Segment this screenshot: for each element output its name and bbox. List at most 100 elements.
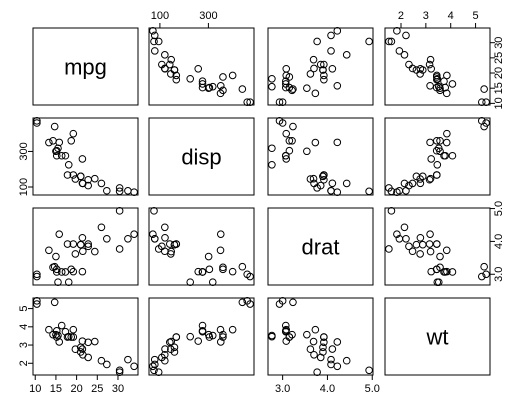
data-point (311, 325, 320, 334)
data-point (316, 353, 325, 362)
data-point (427, 64, 436, 73)
data-point (63, 240, 72, 248)
tick-label: 2 (18, 360, 30, 366)
data-point (289, 298, 297, 307)
data-point (328, 64, 337, 73)
panel-mpg-vs-drat (267, 27, 374, 106)
left-axis-wt: 2 3 4 5 (18, 306, 34, 366)
data-point (313, 184, 321, 192)
data-point (52, 265, 61, 274)
data-point (342, 179, 351, 188)
panel-frame (384, 297, 491, 376)
bottom-axis-mpg: 10 15 20 25 30 (29, 374, 124, 395)
data-point (309, 55, 318, 64)
data-point (50, 262, 59, 271)
data-point (205, 83, 214, 92)
data-point (50, 298, 59, 307)
panel-drat-vs-drat: drat (267, 207, 374, 286)
data-point (78, 337, 87, 345)
right-axis-mpg: 10 15 20 25 30 (489, 37, 505, 109)
data-point (78, 179, 87, 188)
data-point (103, 234, 111, 243)
data-point (71, 250, 80, 258)
data-point (432, 71, 441, 80)
data-point (385, 245, 393, 253)
panel-frame (267, 27, 374, 106)
data-point (285, 146, 294, 155)
data-point (278, 98, 287, 106)
panel-frame (148, 207, 255, 286)
data-point (194, 267, 203, 276)
data-point (84, 175, 92, 184)
tick-label: 4 (448, 10, 454, 22)
panel-disp-vs-wt (384, 117, 491, 196)
data-point (432, 240, 441, 248)
data-point (69, 171, 78, 179)
data-point (427, 155, 436, 163)
panel-disp-vs-disp: disp (148, 117, 255, 196)
data-point (320, 175, 328, 184)
tick-label: 20 (493, 67, 505, 79)
data-point (320, 71, 328, 80)
data-point (425, 240, 434, 248)
tick-label: 10 (493, 97, 505, 109)
data-point (327, 47, 335, 55)
panel-frame (267, 207, 374, 286)
data-point (238, 298, 247, 307)
tick-label: 3 (423, 10, 429, 22)
data-point (425, 60, 434, 69)
panel-frame (384, 117, 491, 196)
data-point (45, 325, 53, 334)
data-point (306, 70, 315, 78)
data-point (320, 333, 328, 341)
data-point (320, 171, 328, 179)
data-point (64, 278, 73, 286)
data-point (333, 27, 342, 35)
data-point (432, 75, 441, 84)
data-point (448, 268, 457, 276)
data-point (400, 223, 409, 232)
data-point (149, 230, 157, 238)
panel-mpg-vs-mpg: mpg (32, 27, 139, 106)
bottom-axis-drat: 3.0 4.0 5.0 (275, 374, 380, 395)
data-point (67, 333, 76, 341)
data-point (482, 98, 490, 106)
tick-label: 3.0 (493, 267, 505, 282)
data-point (33, 300, 41, 308)
data-point (124, 187, 132, 195)
data-point (342, 51, 351, 59)
data-point (219, 265, 227, 274)
data-point (238, 85, 247, 93)
left-axis-disp: 100 300 (18, 142, 34, 196)
data-point (333, 138, 342, 147)
panel-frame (148, 117, 255, 196)
data-point (198, 327, 207, 335)
data-point (194, 64, 203, 73)
data-point (167, 55, 176, 64)
panel-disp-vs-drat (267, 117, 374, 196)
data-point (154, 245, 163, 253)
data-point (442, 138, 451, 147)
data-point (69, 129, 78, 138)
data-point (161, 356, 169, 365)
tick-label: 15 (493, 82, 505, 94)
tick-label: 25 (493, 52, 505, 64)
data-point (154, 37, 163, 46)
data-point (167, 250, 175, 258)
tick-label: 5 (18, 306, 30, 312)
data-point (310, 64, 318, 73)
data-point (316, 60, 325, 69)
tick-label: 100 (151, 10, 169, 22)
data-point (426, 138, 434, 147)
top-axis-disp: 100 300 (151, 10, 218, 29)
panel-frame (32, 297, 139, 376)
data-point (150, 207, 158, 215)
data-point (309, 337, 318, 346)
data-point (443, 129, 451, 138)
data-point (309, 174, 318, 183)
data-point (115, 187, 124, 196)
data-point (149, 362, 157, 371)
tick-label: 30 (112, 383, 124, 395)
data-point (67, 136, 76, 145)
data-point (385, 184, 393, 192)
